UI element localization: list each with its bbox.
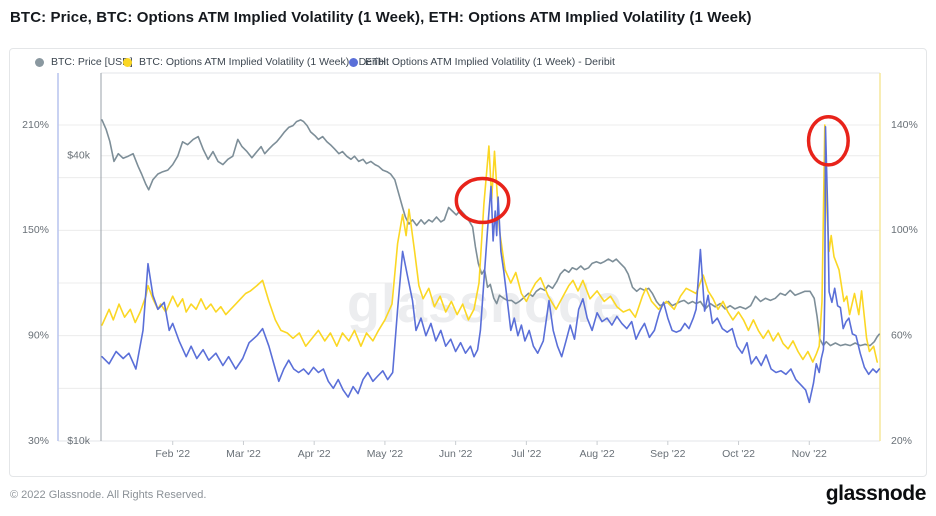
left-axis-tick-label: 210% xyxy=(22,119,49,131)
btc-iv-legend-dot-icon xyxy=(123,57,132,67)
price-axis-tick-label: $10k xyxy=(67,435,91,447)
month-tick-label: Jul '22 xyxy=(511,448,541,460)
legend-item-btc-price[interactable]: BTC: Price [USD] xyxy=(35,56,133,68)
month-tick-label: Apr '22 xyxy=(298,448,331,460)
copyright-text: © 2022 Glassnode. All Rights Reserved. xyxy=(10,489,207,501)
btc-price-line[interactable] xyxy=(101,119,880,347)
right-axis-tick-label: 100% xyxy=(891,224,918,236)
legend-label-btc-iv: BTC: Options ATM Implied Volatility (1 W… xyxy=(139,56,389,68)
month-tick-label: May '22 xyxy=(367,448,404,460)
eth-iv-legend-dot-icon xyxy=(349,57,358,67)
chart-card: BTC: Price [USD] BTC: Options ATM Implie… xyxy=(9,48,927,477)
month-tick-label: Jun '22 xyxy=(439,448,473,460)
left-axis-tick-label: 150% xyxy=(22,224,49,236)
right-axis-tick-label: 140% xyxy=(891,119,918,131)
right-axis-tick-label: 20% xyxy=(891,435,912,447)
page-title: BTC: Price, BTC: Options ATM Implied Vol… xyxy=(10,9,752,26)
btc-iv-line[interactable] xyxy=(101,124,879,363)
legend-item-btc-iv[interactable]: BTC: Options ATM Implied Volatility (1 W… xyxy=(123,56,389,68)
month-tick-label: Sep '22 xyxy=(650,448,685,460)
month-tick-label: Mar '22 xyxy=(226,448,261,460)
price-axis-tick-label: $40k xyxy=(67,149,91,161)
month-tick-label: Nov '22 xyxy=(792,448,827,460)
eth-iv-line[interactable] xyxy=(101,126,880,404)
month-tick-label: Oct '22 xyxy=(722,448,755,460)
legend-label-btc-price: BTC: Price [USD] xyxy=(51,56,133,68)
chart-plot-area[interactable]: 210% 150% 90% 30% $40k $10k 140% 100% 60% 20% Feb … xyxy=(10,49,928,478)
legend-label-eth-iv: ETH: Options ATM Implied Volatility (1 W… xyxy=(365,56,615,68)
chart-legend: BTC: Price [USD] BTC: Options ATM Implie… xyxy=(10,56,926,72)
right-axis-tick-label: 60% xyxy=(891,329,912,341)
annotation-circle-june xyxy=(454,176,511,225)
left-axis-tick-label: 30% xyxy=(28,435,49,447)
month-tick-label: Feb '22 xyxy=(155,448,190,460)
annotation-circle-november xyxy=(806,114,850,167)
left-axis-tick-label: 90% xyxy=(28,329,49,341)
glassnode-logo: glassnode xyxy=(825,482,927,505)
legend-item-eth-iv[interactable]: ETH: Options ATM Implied Volatility (1 W… xyxy=(349,56,615,68)
btc-price-legend-dot-icon xyxy=(35,57,44,67)
month-tick-label: Aug '22 xyxy=(579,448,614,460)
